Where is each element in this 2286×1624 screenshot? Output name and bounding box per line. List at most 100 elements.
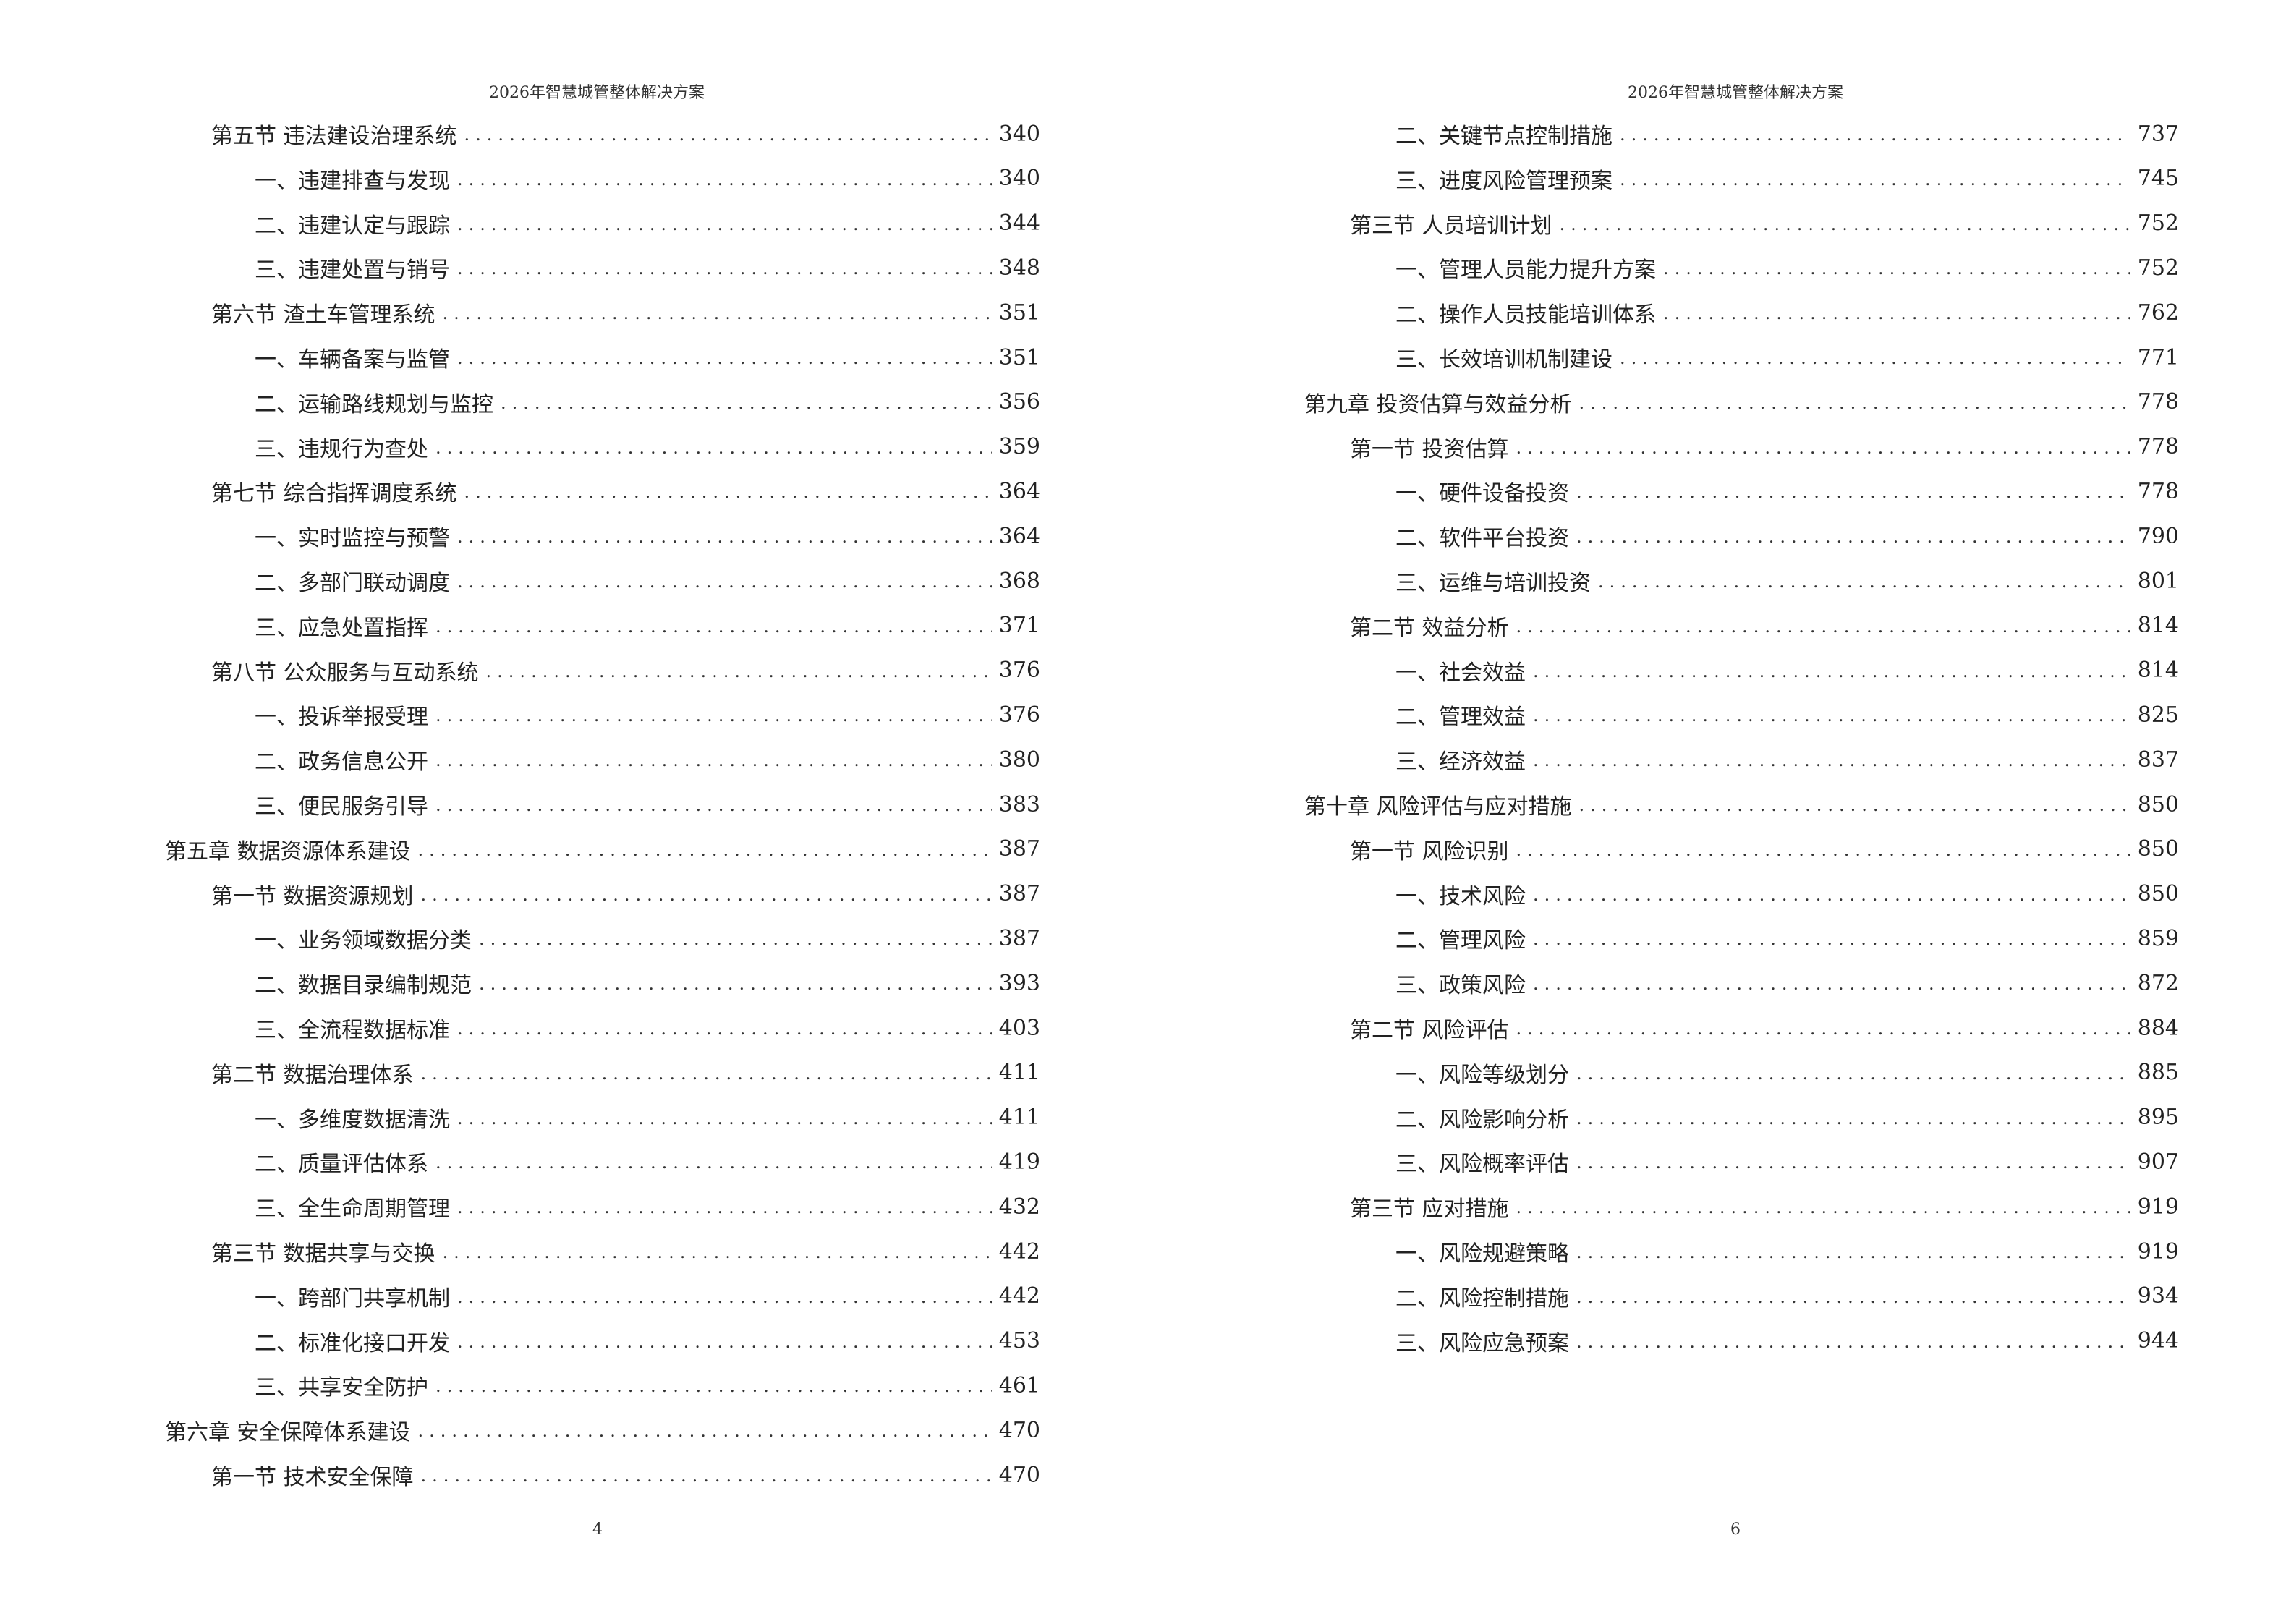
- toc-entry[interactable]: 二、操作人员技能培训体系............................…: [1395, 294, 2179, 331]
- toc-entry-title: 第七节 综合指挥调度系统: [211, 481, 457, 507]
- toc-entry-page: 368: [998, 568, 1040, 594]
- toc-entry[interactable]: 第二节 数据治理体系..............................…: [211, 1055, 1040, 1091]
- toc-entry-page: 850: [2137, 791, 2179, 817]
- toc-entry-title: 三、长效培训机制建设: [1395, 347, 1612, 373]
- toc-entry[interactable]: 第五章 数据资源体系建设............................…: [165, 831, 1040, 867]
- toc-entry[interactable]: 三、风险概率评估................................…: [1395, 1144, 2179, 1180]
- toc-entry-page: 470: [998, 1462, 1040, 1488]
- toc-entry[interactable]: 第一节 数据资源规划..............................…: [211, 876, 1040, 912]
- toc-entry[interactable]: 二、软件平台投资................................…: [1395, 518, 2179, 554]
- toc-entry-page: 762: [2137, 299, 2179, 326]
- toc-entry-title: 三、进度风险管理预案: [1395, 168, 1612, 194]
- toc-entry[interactable]: 第七节 综合指挥调度系统............................…: [211, 473, 1040, 509]
- toc-entry[interactable]: 三、便民服务引导................................…: [255, 786, 1040, 822]
- dot-leader: ........................................…: [464, 482, 992, 503]
- toc-entry[interactable]: 一、风险规避策略................................…: [1395, 1233, 2179, 1270]
- toc-entry[interactable]: 第一节 技术安全保障..............................…: [211, 1457, 1040, 1493]
- toc-entry-title: 第九章 投资估算与效益分析: [1304, 391, 1572, 417]
- toc-entry[interactable]: 一、技术风险..................................…: [1395, 876, 2179, 912]
- toc-entry[interactable]: 一、多维度数据清洗...............................…: [255, 1100, 1040, 1136]
- dot-leader: ........................................…: [1516, 437, 2130, 458]
- toc-entry-page: 919: [2137, 1238, 2179, 1264]
- toc-entry[interactable]: 一、车辆备案与监管...............................…: [255, 339, 1040, 375]
- toc-entry[interactable]: 第六节 渣土车管理系统.............................…: [211, 294, 1040, 331]
- toc-entry[interactable]: 二、数据目录编制规范..............................…: [255, 965, 1040, 1001]
- toc-entry[interactable]: 三、应急处置指挥................................…: [255, 608, 1040, 644]
- toc-entry[interactable]: 三、长效培训机制建设..............................…: [1395, 339, 2179, 375]
- toc-entry[interactable]: 二、政务信息公开................................…: [255, 741, 1040, 778]
- dot-leader: ........................................…: [1516, 1019, 2130, 1039]
- toc-entry[interactable]: 一、风险等级划分................................…: [1395, 1055, 2179, 1091]
- toc-entry[interactable]: 二、运输路线规划与监控.............................…: [255, 384, 1040, 420]
- toc-entry[interactable]: 二、质量评估体系................................…: [255, 1144, 1040, 1180]
- toc-entry-page: 919: [2137, 1194, 2179, 1220]
- dot-leader: ........................................…: [1576, 1331, 2130, 1352]
- toc-entry-page: 801: [2137, 568, 2179, 594]
- toc-entry[interactable]: 三、全生命周期管理...............................…: [255, 1189, 1040, 1225]
- toc-entry[interactable]: 三、违规行为查处................................…: [255, 429, 1040, 465]
- dot-leader: ........................................…: [501, 392, 992, 413]
- toc-entry[interactable]: 第三节 人员培训计划..............................…: [1350, 205, 2179, 242]
- dot-leader: ........................................…: [1620, 124, 2130, 145]
- dot-leader: ........................................…: [457, 1286, 992, 1307]
- dot-leader: ........................................…: [435, 437, 992, 458]
- toc-entry[interactable]: 第十章 风险评估与应对措施...........................…: [1304, 786, 2179, 822]
- toc-entry[interactable]: 三、进度风险管理预案..............................…: [1395, 161, 2179, 197]
- toc-entry[interactable]: 第三节 应对措施................................…: [1350, 1189, 2179, 1225]
- toc-entry[interactable]: 第二节 风险评估................................…: [1350, 1010, 2179, 1046]
- toc-entry[interactable]: 二、风险控制措施................................…: [1395, 1278, 2179, 1314]
- toc-entry-title: 二、多部门联动调度: [255, 571, 450, 596]
- dot-leader: ........................................…: [457, 571, 992, 592]
- toc-entry-page: 453: [998, 1328, 1040, 1354]
- toc-entry[interactable]: 三、全流程数据标准...............................…: [255, 1010, 1040, 1046]
- toc-entry-title: 二、风险控制措施: [1395, 1285, 1569, 1311]
- toc-entry-title: 二、违建认定与跟踪: [255, 213, 450, 239]
- toc-entry[interactable]: 一、业务领域数据分类..............................…: [255, 920, 1040, 956]
- toc-entry[interactable]: 第八节 公众服务与互动系统...........................…: [211, 652, 1040, 689]
- toc-entry[interactable]: 第六章 安全保障体系建设............................…: [165, 1412, 1040, 1448]
- toc-entry[interactable]: 一、跨部门共享机制...............................…: [255, 1278, 1040, 1314]
- toc-entry[interactable]: 第一节 投资估算................................…: [1350, 429, 2179, 465]
- toc-entry-title: 第二节 效益分析: [1350, 615, 1509, 641]
- toc-entry[interactable]: 三、共享安全防护................................…: [255, 1367, 1040, 1403]
- dot-leader: ........................................…: [1620, 169, 2130, 190]
- toc-entry-title: 三、全生命周期管理: [255, 1196, 450, 1223]
- toc-entry[interactable]: 二、多部门联动调度...............................…: [255, 563, 1040, 599]
- toc-entry[interactable]: 第五节 违法建设治理系统............................…: [211, 116, 1040, 152]
- toc-entry[interactable]: 第九章 投资估算与效益分析...........................…: [1304, 384, 2179, 420]
- toc-entry[interactable]: 二、标准化接口开发...............................…: [255, 1323, 1040, 1359]
- toc-entry[interactable]: 二、风险影响分析................................…: [1395, 1100, 2179, 1136]
- toc-entry[interactable]: 一、违建排查与发现...............................…: [255, 161, 1040, 197]
- toc-entry[interactable]: 二、关键节点控制措施..............................…: [1395, 116, 2179, 152]
- toc-entry[interactable]: 第三节 数据共享与交换.............................…: [211, 1233, 1040, 1270]
- toc-entry[interactable]: 一、实时监控与预警...............................…: [255, 518, 1040, 554]
- toc-entry-title: 第五节 违法建设治理系统: [211, 124, 457, 149]
- toc-entry-title: 第十章 风险评估与应对措施: [1304, 794, 1572, 820]
- toc-entry-page: 442: [998, 1238, 1040, 1264]
- toc-entry[interactable]: 三、经济效益..................................…: [1395, 741, 2179, 778]
- dot-leader: ........................................…: [457, 527, 992, 548]
- toc-entry-page: 387: [998, 925, 1040, 951]
- toc-entry[interactable]: 二、违建认定与跟踪...............................…: [255, 205, 1040, 242]
- toc-entry[interactable]: 三、风险应急预案................................…: [1395, 1323, 2179, 1359]
- toc-entry-page: 837: [2137, 747, 2179, 773]
- dot-leader: ........................................…: [435, 795, 992, 815]
- toc-entry[interactable]: 一、社会效益..................................…: [1395, 652, 2179, 689]
- toc-entry[interactable]: 第一节 风险识别................................…: [1350, 831, 2179, 867]
- dot-leader: ........................................…: [417, 839, 992, 860]
- toc-entry-title: 一、社会效益: [1395, 660, 1526, 686]
- toc-entry[interactable]: 三、违建处置与销号...............................…: [255, 250, 1040, 286]
- toc-entry[interactable]: 三、运维与培训投资...............................…: [1395, 563, 2179, 599]
- toc-entry[interactable]: 一、管理人员能力提升方案............................…: [1395, 250, 2179, 286]
- toc-entry-title: 一、车辆备案与监管: [255, 347, 450, 373]
- toc-entry[interactable]: 二、管理风险..................................…: [1395, 920, 2179, 956]
- toc-entry-page: 403: [998, 1015, 1040, 1041]
- toc-entry-page: 745: [2137, 166, 2179, 192]
- toc-entry[interactable]: 第二节 效益分析................................…: [1350, 608, 2179, 644]
- toc-entry[interactable]: 二、管理效益..................................…: [1395, 697, 2179, 733]
- toc-entry-title: 三、风险应急预案: [1395, 1330, 1569, 1356]
- toc-entry[interactable]: 三、政策风险..................................…: [1395, 965, 2179, 1001]
- toc-entry-page: 814: [2137, 613, 2179, 639]
- toc-entry[interactable]: 一、投诉举报受理................................…: [255, 697, 1040, 733]
- toc-entry[interactable]: 一、硬件设备投资................................…: [1395, 473, 2179, 509]
